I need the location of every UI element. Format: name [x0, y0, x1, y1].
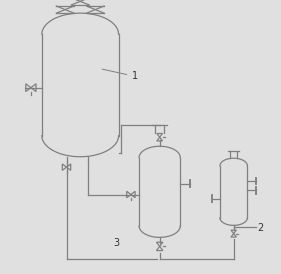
Text: 1: 1 — [102, 69, 139, 81]
Text: 3: 3 — [113, 238, 119, 248]
Text: 2: 2 — [257, 223, 263, 233]
